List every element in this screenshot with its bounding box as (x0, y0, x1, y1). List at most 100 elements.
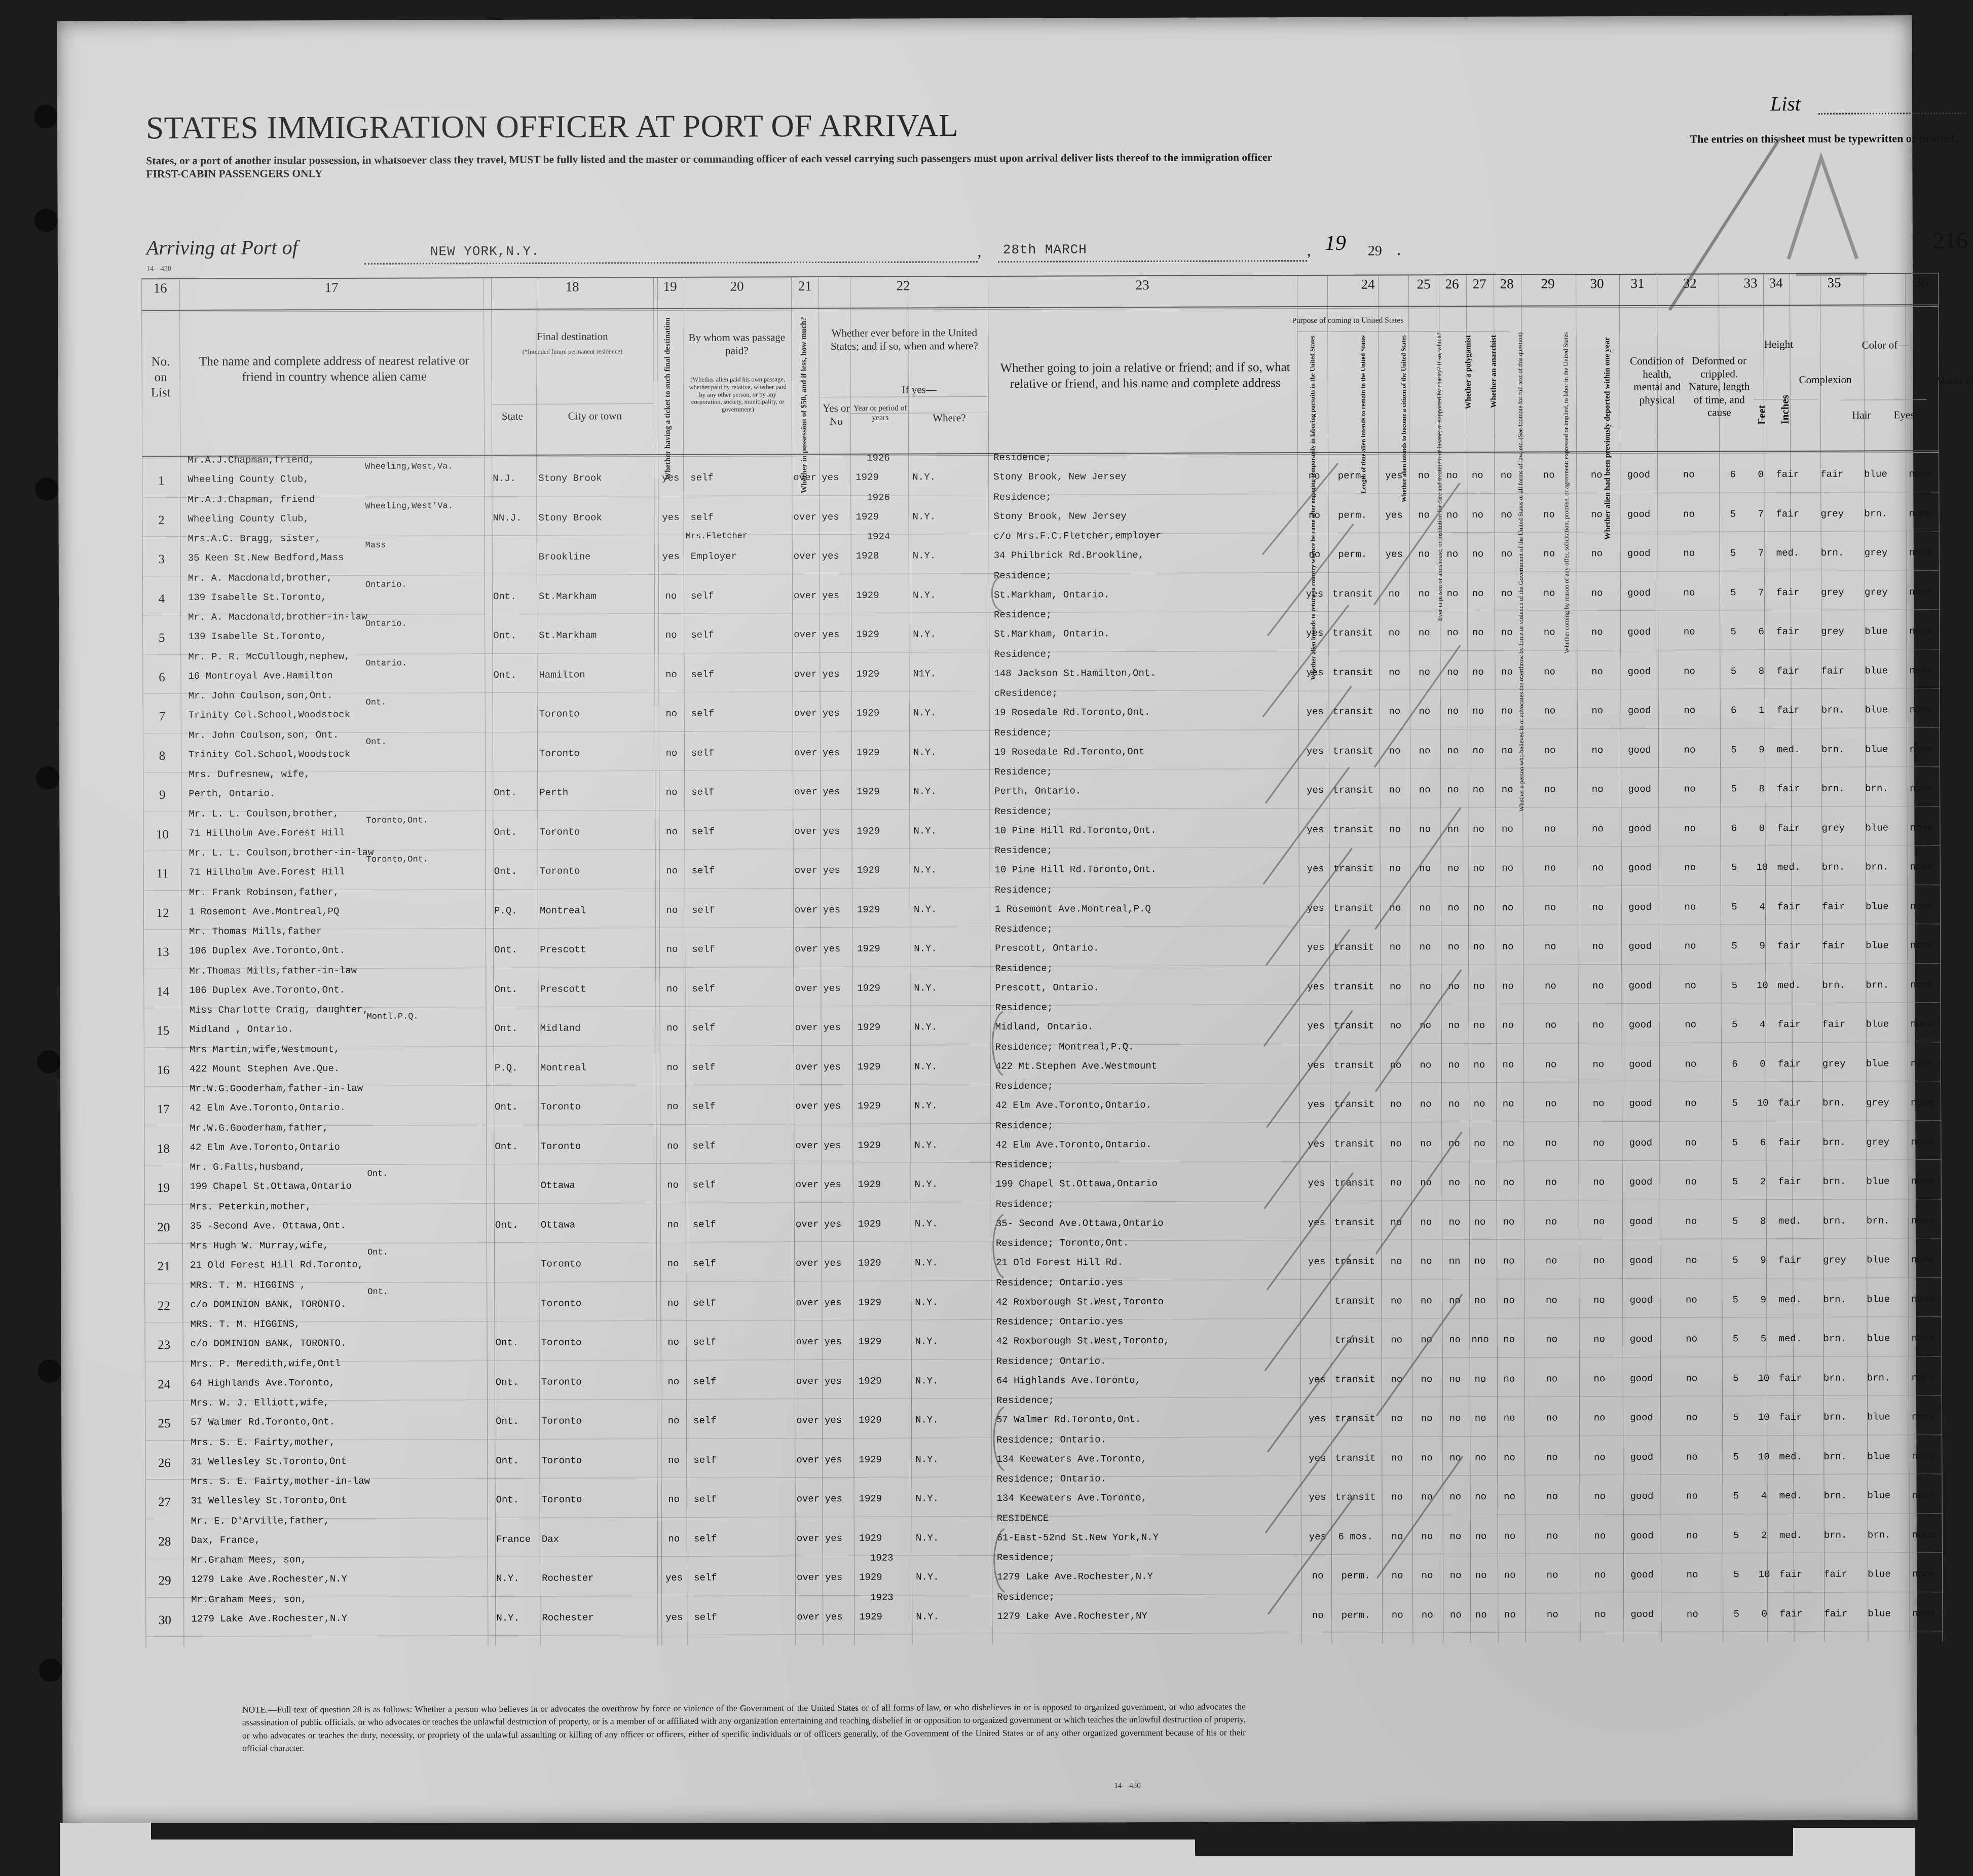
intends-citizen: no (1391, 1530, 1403, 1542)
torn-bottom-edge (60, 1823, 1915, 1876)
deformed-crippled: no (1686, 1451, 1698, 1463)
ever-before-year: 1929 (857, 864, 880, 876)
anarchist: no (1472, 548, 1484, 560)
hair-color: fair (1822, 940, 1845, 951)
condition-health: good (1630, 1608, 1654, 1620)
deformed-crippled: no (1685, 1216, 1697, 1227)
anarchist: no (1473, 1059, 1485, 1071)
has-ticket: no (667, 1179, 679, 1191)
condition-health: good (1627, 666, 1651, 677)
ever-before-where: N.Y. (913, 707, 937, 719)
passage-paid: self (693, 1376, 717, 1387)
contract-labor: no (1545, 1294, 1557, 1306)
relative-address-line: Dax, France, (191, 1534, 260, 1546)
marks-identification: none (1909, 743, 1933, 755)
destination-city: Rochester (542, 1572, 594, 1584)
header-divider (1840, 399, 1927, 400)
marks-identification: none (1910, 861, 1933, 873)
footnote-text: NOTE.—Full text of question 28 is as fol… (242, 1701, 1246, 1753)
height-inches: 2 (1761, 1529, 1767, 1541)
polygamist: no (1448, 1295, 1461, 1306)
join-relative-line-2: Prescott, Ontario. (995, 981, 1099, 994)
anarchy-beliefs: no (1503, 1452, 1515, 1463)
join-relative-line-2: 422 Mt.Stephen Ave.Westmount (995, 1060, 1158, 1072)
ever-before-where: N.Y. (913, 825, 937, 836)
prison-almshouse: no (1420, 1177, 1432, 1189)
passage-paid: self (691, 747, 715, 759)
destination-state: Ont. (493, 630, 516, 642)
previously-deported: no (1592, 1098, 1605, 1110)
complexion: fair (1779, 1411, 1802, 1423)
eye-color: brn. (1867, 1372, 1890, 1384)
contract-labor: no (1545, 1176, 1557, 1188)
contract-labor: no (1544, 941, 1556, 952)
intends-return: yes (1308, 1217, 1326, 1228)
destination-state: Ont. (494, 983, 518, 995)
prison-almshouse: no (1418, 470, 1430, 482)
header-color-of: Color of— (1862, 339, 1909, 351)
intends-citizen: no (1389, 941, 1401, 953)
prison-almshouse: no (1420, 1137, 1432, 1149)
destination-state: Ont. (493, 591, 516, 602)
has-ticket: no (666, 865, 678, 876)
previously-deported: no (1592, 941, 1604, 952)
relative-address-line: 31 Wellesley St.Toronto,Ont (191, 1455, 347, 1467)
height-inches: 9 (1760, 1294, 1767, 1305)
contract-labor: no (1546, 1334, 1558, 1345)
year-period: . (1394, 243, 1403, 261)
relative-name-line-2: Ont. (367, 1169, 388, 1179)
join-relative-line-2: 199 Chapel St.Ottawa,Ontario (995, 1178, 1158, 1190)
polygamist: no (1447, 980, 1460, 992)
height-inches: 4 (1759, 1019, 1766, 1031)
anarchist: no (1474, 1295, 1486, 1306)
previously-deported: no (1591, 548, 1603, 560)
destination-city: Prescott (540, 983, 586, 995)
prison-almshouse: no (1420, 1295, 1432, 1306)
hair-color: brn. (1822, 1097, 1846, 1109)
complexion: fair (1776, 665, 1800, 677)
ever-before-where: N.Y. (913, 786, 937, 797)
intends-return: yes (1306, 588, 1324, 600)
has-ticket: no (666, 943, 678, 955)
intends-return: yes (1306, 627, 1324, 639)
anarchist: no (1475, 1530, 1487, 1542)
anarchy-beliefs: no (1504, 1530, 1516, 1542)
height-feet: 5 (1733, 1608, 1740, 1620)
passage-paid: self (690, 590, 714, 602)
comma-after-date: , (1307, 242, 1311, 260)
destination-state: P.Q. (494, 1062, 518, 1074)
intends-return: yes (1309, 1452, 1326, 1464)
length-of-stay: transit (1333, 1020, 1374, 1032)
destination-city: Prescott (540, 944, 586, 955)
height-feet: 5 (1733, 1529, 1739, 1541)
comma-after-port: , (977, 243, 982, 261)
destination-city: Toronto (539, 708, 580, 720)
hair-color: brn. (1820, 547, 1844, 559)
hair-color: brn. (1823, 1411, 1847, 1423)
hair-color: brn. (1822, 1215, 1846, 1227)
intends-citizen: no (1390, 1137, 1402, 1150)
length-of-stay: transit (1332, 745, 1373, 757)
passage-paid: self (691, 629, 714, 641)
passage-paid: self (691, 708, 715, 719)
column-number-35: 35 (1827, 275, 1841, 290)
ever-before-year: 1929 (857, 825, 880, 837)
relative-name-line-2: Ont. (367, 1287, 389, 1297)
relative-name-line: Mr. A. Macdonald,brother-in-law (188, 611, 367, 623)
hair-color: brn. (1823, 1333, 1847, 1344)
possession-50: over (794, 786, 817, 798)
hair-color: brn. (1821, 783, 1845, 794)
marks-identification: none (1911, 1333, 1935, 1344)
relative-address-line: 199 Chapel St.Ottawa,Ontario (190, 1180, 352, 1192)
deformed-crippled: no (1686, 1569, 1698, 1580)
join-relative-line-1: Residence; (995, 1198, 1054, 1210)
ever-before-year-top: 1926 (867, 452, 890, 464)
ever-before-yesno: yes (825, 1532, 843, 1544)
relative-name-line: Mrs. S. E. Fairty,mother, (191, 1436, 336, 1448)
ever-before-where: N.Y. (915, 1375, 939, 1386)
anarchist: no (1472, 705, 1484, 717)
condition-health: good (1628, 744, 1651, 756)
eye-color: brn. (1866, 1215, 1890, 1227)
ever-before-year: 1929 (857, 1061, 881, 1073)
ever-before-where: N.Y. (916, 1571, 939, 1583)
